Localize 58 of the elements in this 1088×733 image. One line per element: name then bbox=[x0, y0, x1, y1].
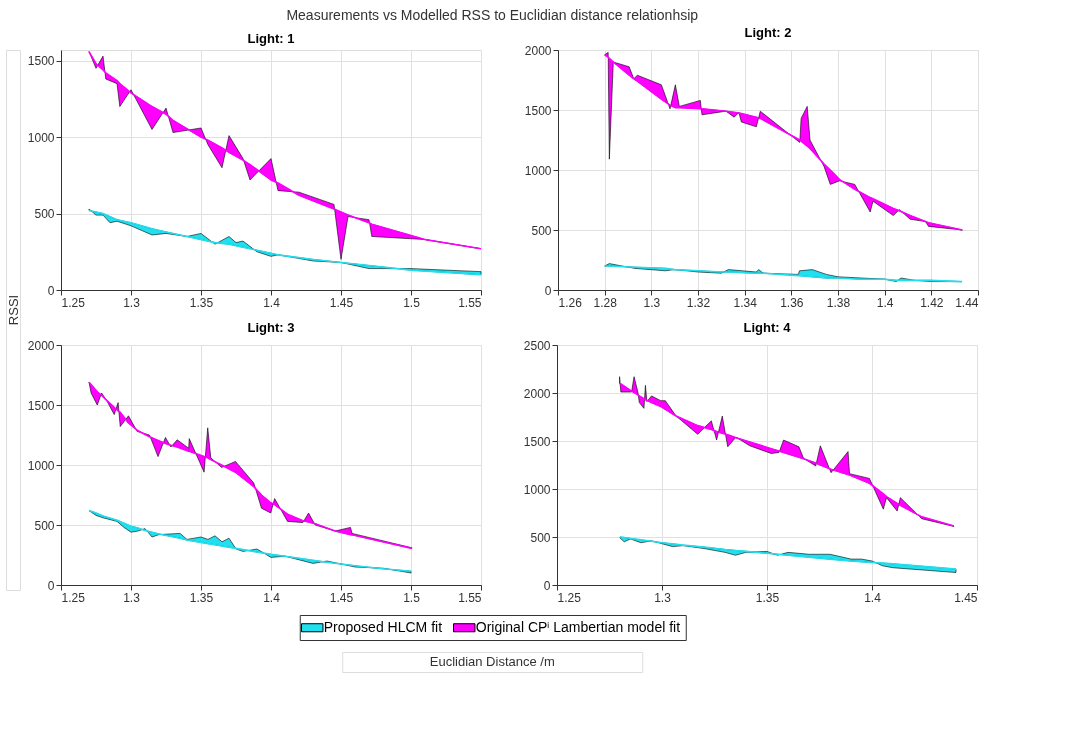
x-tick-label: 1.3 bbox=[643, 295, 661, 310]
y-tick-label: 1000 bbox=[523, 482, 551, 497]
chart-title: Light: 1 bbox=[247, 31, 295, 46]
y-tick-label: 0 bbox=[47, 283, 55, 298]
x-tick-label: 1.42 bbox=[920, 295, 944, 310]
y-tick-label: 0 bbox=[47, 578, 55, 593]
x-tick-label: 1.25 bbox=[557, 590, 582, 605]
x-tick-label: 1.5 bbox=[403, 590, 421, 605]
x-tick-label: 1.32 bbox=[686, 295, 711, 310]
x-tick-label: 1.3 bbox=[123, 295, 141, 310]
x-tick-label: 1.34 bbox=[733, 295, 758, 310]
y-tick-label: 500 bbox=[34, 207, 55, 222]
x-tick-label: 1.25 bbox=[61, 590, 86, 605]
y-tick-label: 1500 bbox=[27, 398, 55, 413]
y-tick-label: 1000 bbox=[524, 163, 552, 178]
x-tick-label: 1.45 bbox=[329, 295, 354, 310]
y-tick-label: 500 bbox=[531, 223, 552, 238]
x-tick-label: 1.5 bbox=[403, 295, 421, 310]
chart-title: Light: 3 bbox=[247, 320, 295, 335]
y-tick-label: 1500 bbox=[523, 434, 551, 449]
y-tick-label: 0 bbox=[543, 578, 551, 593]
x-tick-label: 1.35 bbox=[755, 590, 780, 605]
x-tick-label: 1.45 bbox=[329, 590, 354, 605]
y-tick-label: 1000 bbox=[27, 130, 55, 145]
text: Measurements vs Modelled RSS to Euclidian distance relationhsip bbox=[286, 6, 699, 23]
y-tick-label: 2500 bbox=[523, 338, 551, 353]
x-tick-label: 1.3 bbox=[654, 590, 672, 605]
y-tick-label: 2000 bbox=[27, 338, 55, 353]
x-tick-label: 1.3 bbox=[123, 590, 141, 605]
text: RSSI bbox=[6, 294, 21, 326]
x-tick-label: 1.25 bbox=[61, 295, 86, 310]
y-tick-label: 1000 bbox=[27, 458, 55, 473]
y-tick-label: 1500 bbox=[27, 54, 55, 69]
x-tick-label: 1.35 bbox=[189, 295, 214, 310]
y-tick-label: 1500 bbox=[524, 103, 552, 118]
y-tick-label: 2000 bbox=[523, 386, 551, 401]
legend-label: Original CPⁱ Lambertian model fit bbox=[475, 618, 681, 635]
x-tick-label: 1.35 bbox=[189, 590, 214, 605]
y-tick-label: 0 bbox=[544, 283, 552, 298]
y-tick-label: 500 bbox=[530, 530, 551, 545]
chart-title: Light: 4 bbox=[743, 320, 792, 335]
x-tick-label: 1.26 bbox=[558, 295, 583, 310]
x-tick-label: 1.55 bbox=[458, 295, 482, 310]
y-tick-label: 2000 bbox=[524, 43, 552, 58]
x-tick-label: 1.28 bbox=[593, 295, 618, 310]
x-tick-label: 1.44 bbox=[955, 295, 979, 310]
x-tick-label: 1.4 bbox=[864, 590, 882, 605]
x-tick-label: 1.38 bbox=[826, 295, 851, 310]
y-tick-label: 500 bbox=[34, 518, 55, 533]
x-tick-label: 1.36 bbox=[780, 295, 804, 310]
chart-title: Light: 2 bbox=[744, 25, 792, 40]
text: Euclidian Distance /m bbox=[429, 654, 555, 669]
x-tick-label: 1.4 bbox=[263, 590, 281, 605]
x-tick-label: 1.45 bbox=[954, 590, 978, 605]
x-tick-label: 1.4 bbox=[263, 295, 281, 310]
x-tick-label: 1.4 bbox=[876, 295, 894, 310]
x-tick-label: 1.55 bbox=[458, 590, 482, 605]
legend-label: Proposed HLCM fit bbox=[323, 618, 443, 635]
